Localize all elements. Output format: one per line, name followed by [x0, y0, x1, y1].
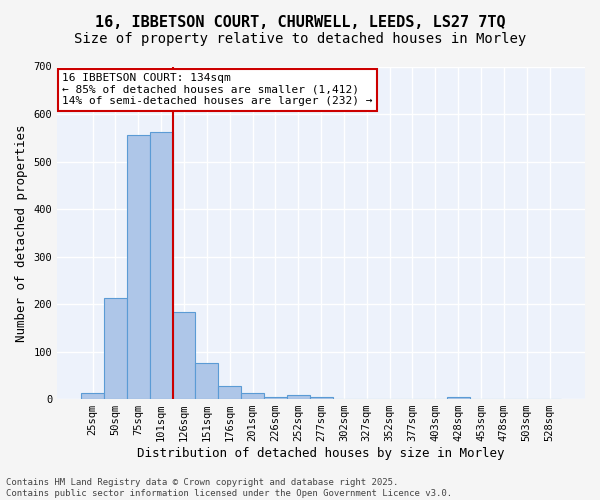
Text: 16, IBBETSON COURT, CHURWELL, LEEDS, LS27 7TQ: 16, IBBETSON COURT, CHURWELL, LEEDS, LS2… — [95, 15, 505, 30]
Bar — [173, 312, 196, 399]
X-axis label: Distribution of detached houses by size in Morley: Distribution of detached houses by size … — [137, 447, 505, 460]
Bar — [264, 396, 287, 399]
Bar — [127, 136, 150, 399]
Bar — [196, 364, 218, 399]
Bar — [287, 396, 310, 399]
Y-axis label: Number of detached properties: Number of detached properties — [15, 124, 28, 342]
Bar — [218, 386, 241, 399]
Bar — [447, 397, 470, 399]
Text: 16 IBBETSON COURT: 134sqm
← 85% of detached houses are smaller (1,412)
14% of se: 16 IBBETSON COURT: 134sqm ← 85% of detac… — [62, 73, 373, 106]
Bar — [241, 394, 264, 399]
Text: Size of property relative to detached houses in Morley: Size of property relative to detached ho… — [74, 32, 526, 46]
Bar — [81, 394, 104, 399]
Bar — [150, 132, 173, 399]
Bar — [104, 298, 127, 399]
Bar — [310, 396, 332, 399]
Text: Contains HM Land Registry data © Crown copyright and database right 2025.
Contai: Contains HM Land Registry data © Crown c… — [6, 478, 452, 498]
